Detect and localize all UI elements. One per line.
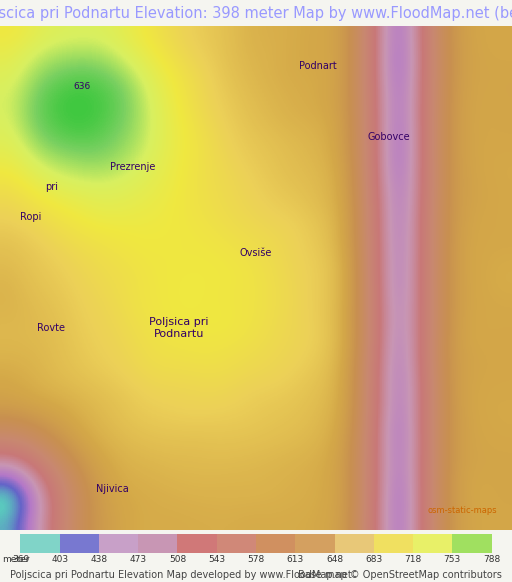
Text: 403: 403 (51, 555, 68, 564)
Text: 473: 473 (130, 555, 147, 564)
FancyBboxPatch shape (99, 534, 138, 553)
Text: Podnart: Podnart (298, 62, 336, 72)
FancyBboxPatch shape (413, 534, 452, 553)
Text: meter: meter (3, 555, 30, 564)
Text: osm-static-maps: osm-static-maps (427, 506, 497, 514)
Text: 636: 636 (73, 82, 91, 91)
FancyBboxPatch shape (334, 534, 374, 553)
FancyBboxPatch shape (60, 534, 99, 553)
Text: Ovsiše: Ovsiše (240, 248, 272, 258)
Text: 369: 369 (12, 555, 29, 564)
FancyBboxPatch shape (178, 534, 217, 553)
Text: 508: 508 (169, 555, 186, 564)
FancyBboxPatch shape (256, 534, 295, 553)
Text: Poljscica pri Podnartu Elevation: 398 meter Map by www.FloodMap.net (beta): Poljscica pri Podnartu Elevation: 398 me… (0, 6, 512, 20)
Text: 438: 438 (91, 555, 108, 564)
Text: 683: 683 (365, 555, 382, 564)
Text: Rovte: Rovte (37, 323, 65, 333)
Text: Poljscica pri Podnartu Elevation Map developed by www.FloodMap.net: Poljscica pri Podnartu Elevation Map dev… (10, 570, 352, 580)
FancyBboxPatch shape (217, 534, 256, 553)
Text: 613: 613 (287, 555, 304, 564)
FancyBboxPatch shape (452, 534, 492, 553)
Text: pri: pri (45, 182, 58, 192)
Text: Prezrenje: Prezrenje (111, 162, 156, 172)
Text: Gobovce: Gobovce (368, 132, 411, 142)
Text: Poljsica pri
Podnartu: Poljsica pri Podnartu (150, 317, 209, 339)
Text: Base map © OpenStreetMap contributors: Base map © OpenStreetMap contributors (298, 570, 502, 580)
Text: 578: 578 (247, 555, 265, 564)
Text: 788: 788 (483, 555, 500, 564)
Text: Ropi: Ropi (20, 212, 41, 222)
FancyBboxPatch shape (374, 534, 413, 553)
Text: 648: 648 (326, 555, 343, 564)
FancyBboxPatch shape (295, 534, 334, 553)
Text: 753: 753 (443, 555, 461, 564)
Text: 543: 543 (208, 555, 225, 564)
Text: 718: 718 (404, 555, 422, 564)
Text: Njivica: Njivica (96, 484, 129, 494)
FancyBboxPatch shape (138, 534, 178, 553)
FancyBboxPatch shape (20, 534, 60, 553)
